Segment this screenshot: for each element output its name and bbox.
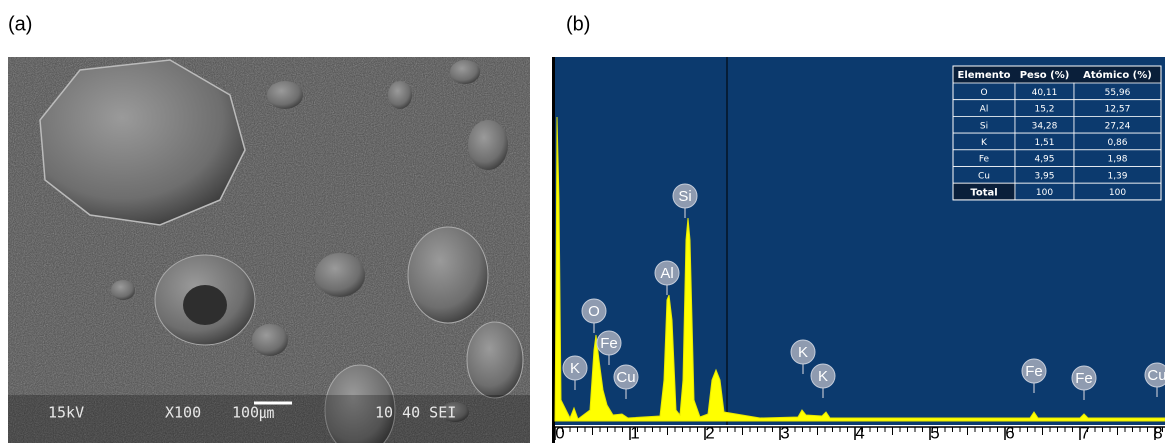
table-cell-text: 1,39 (1107, 171, 1127, 181)
sem-image (8, 57, 530, 443)
table-cell-text: O (980, 88, 987, 98)
x-axis: 0 1 2 3 4 5 6 7 8 (554, 423, 1163, 442)
x-tick-label: 7 (1080, 423, 1089, 442)
peak-label: K (798, 344, 808, 361)
sem-overlay-text: 15kV (48, 404, 84, 422)
table-border (952, 65, 1162, 201)
x-tick-label: 6 (1005, 423, 1014, 442)
peak-marker (1144, 362, 1165, 388)
peak-label: Fe (1025, 363, 1043, 380)
table-cell-text: 1,51 (1034, 138, 1054, 148)
x-tick-label: 1 (630, 423, 639, 442)
peak-label: Cu (616, 369, 635, 386)
table-cell-text: K (981, 138, 988, 148)
table-cell-text: 4,95 (1034, 155, 1054, 165)
table-cell-text: 100 (1109, 188, 1126, 198)
table-cell-text: Cu (978, 171, 990, 181)
x-tick-label: 0 (555, 423, 564, 442)
peak-label: Al (660, 265, 673, 282)
table-cell-text: 27,24 (1105, 121, 1131, 131)
table-cell-text: 12,57 (1105, 105, 1131, 115)
sem-overlay-text: 100㎛ (232, 404, 274, 422)
table-cell-text: 0,86 (1107, 138, 1127, 148)
x-tick-label: 2 (705, 423, 714, 442)
table-cell-text: Si (980, 121, 988, 131)
table-header: Atómico (%) (1083, 69, 1152, 81)
panel-label: (b) (566, 13, 590, 35)
table-cell-text: 1,98 (1107, 155, 1127, 165)
table-cell-text: Al (980, 105, 989, 115)
table-cell-text: Fe (979, 155, 990, 165)
table-cell-text: 100 (1036, 188, 1053, 198)
peak-marker (581, 298, 607, 324)
table-cell-text: 34,28 (1032, 121, 1058, 131)
peak-marker (1071, 365, 1097, 391)
peak-marker (790, 339, 816, 365)
peak-marker (810, 363, 836, 389)
sem-overlay-text: 10 40 SEI (375, 404, 456, 422)
x-tick-label: 5 (930, 423, 939, 442)
peak-label: Fe (1075, 370, 1093, 387)
table-header-bg (953, 66, 1161, 83)
peak-marker (562, 355, 588, 381)
peak-marker (596, 330, 622, 356)
x-tick-label: 4 (855, 423, 864, 442)
x-tick-label: 8 (1153, 423, 1162, 442)
table-header: Peso (%) (1020, 70, 1070, 81)
peak-marker (672, 183, 698, 209)
peak-marker (613, 364, 639, 390)
peak-label: K (818, 368, 828, 385)
table-cell-text: Total (970, 188, 997, 199)
peak-label: Si (678, 188, 691, 205)
peak-label: Cu (1147, 367, 1165, 384)
panel-label: (a) (8, 13, 32, 35)
composition-table: Elemento Peso (%) Atómico (%) O 40,11 55,96 Al… (952, 65, 1162, 201)
table-header: Elemento (957, 70, 1010, 81)
peak-label: O (588, 303, 600, 320)
table-cell-text: 3,95 (1034, 171, 1054, 181)
table-cell-text: 55,96 (1105, 88, 1131, 98)
peak-marker (1021, 358, 1047, 384)
peak-label: Fe (600, 335, 618, 352)
sem-overlay-text: X100 (165, 404, 201, 422)
x-tick-label: 3 (780, 423, 789, 442)
table-cell-text: 40,11 (1032, 88, 1058, 98)
peak-marker (654, 260, 680, 286)
table-cell-text: 15,2 (1034, 105, 1054, 115)
peak-label: K (570, 360, 580, 377)
